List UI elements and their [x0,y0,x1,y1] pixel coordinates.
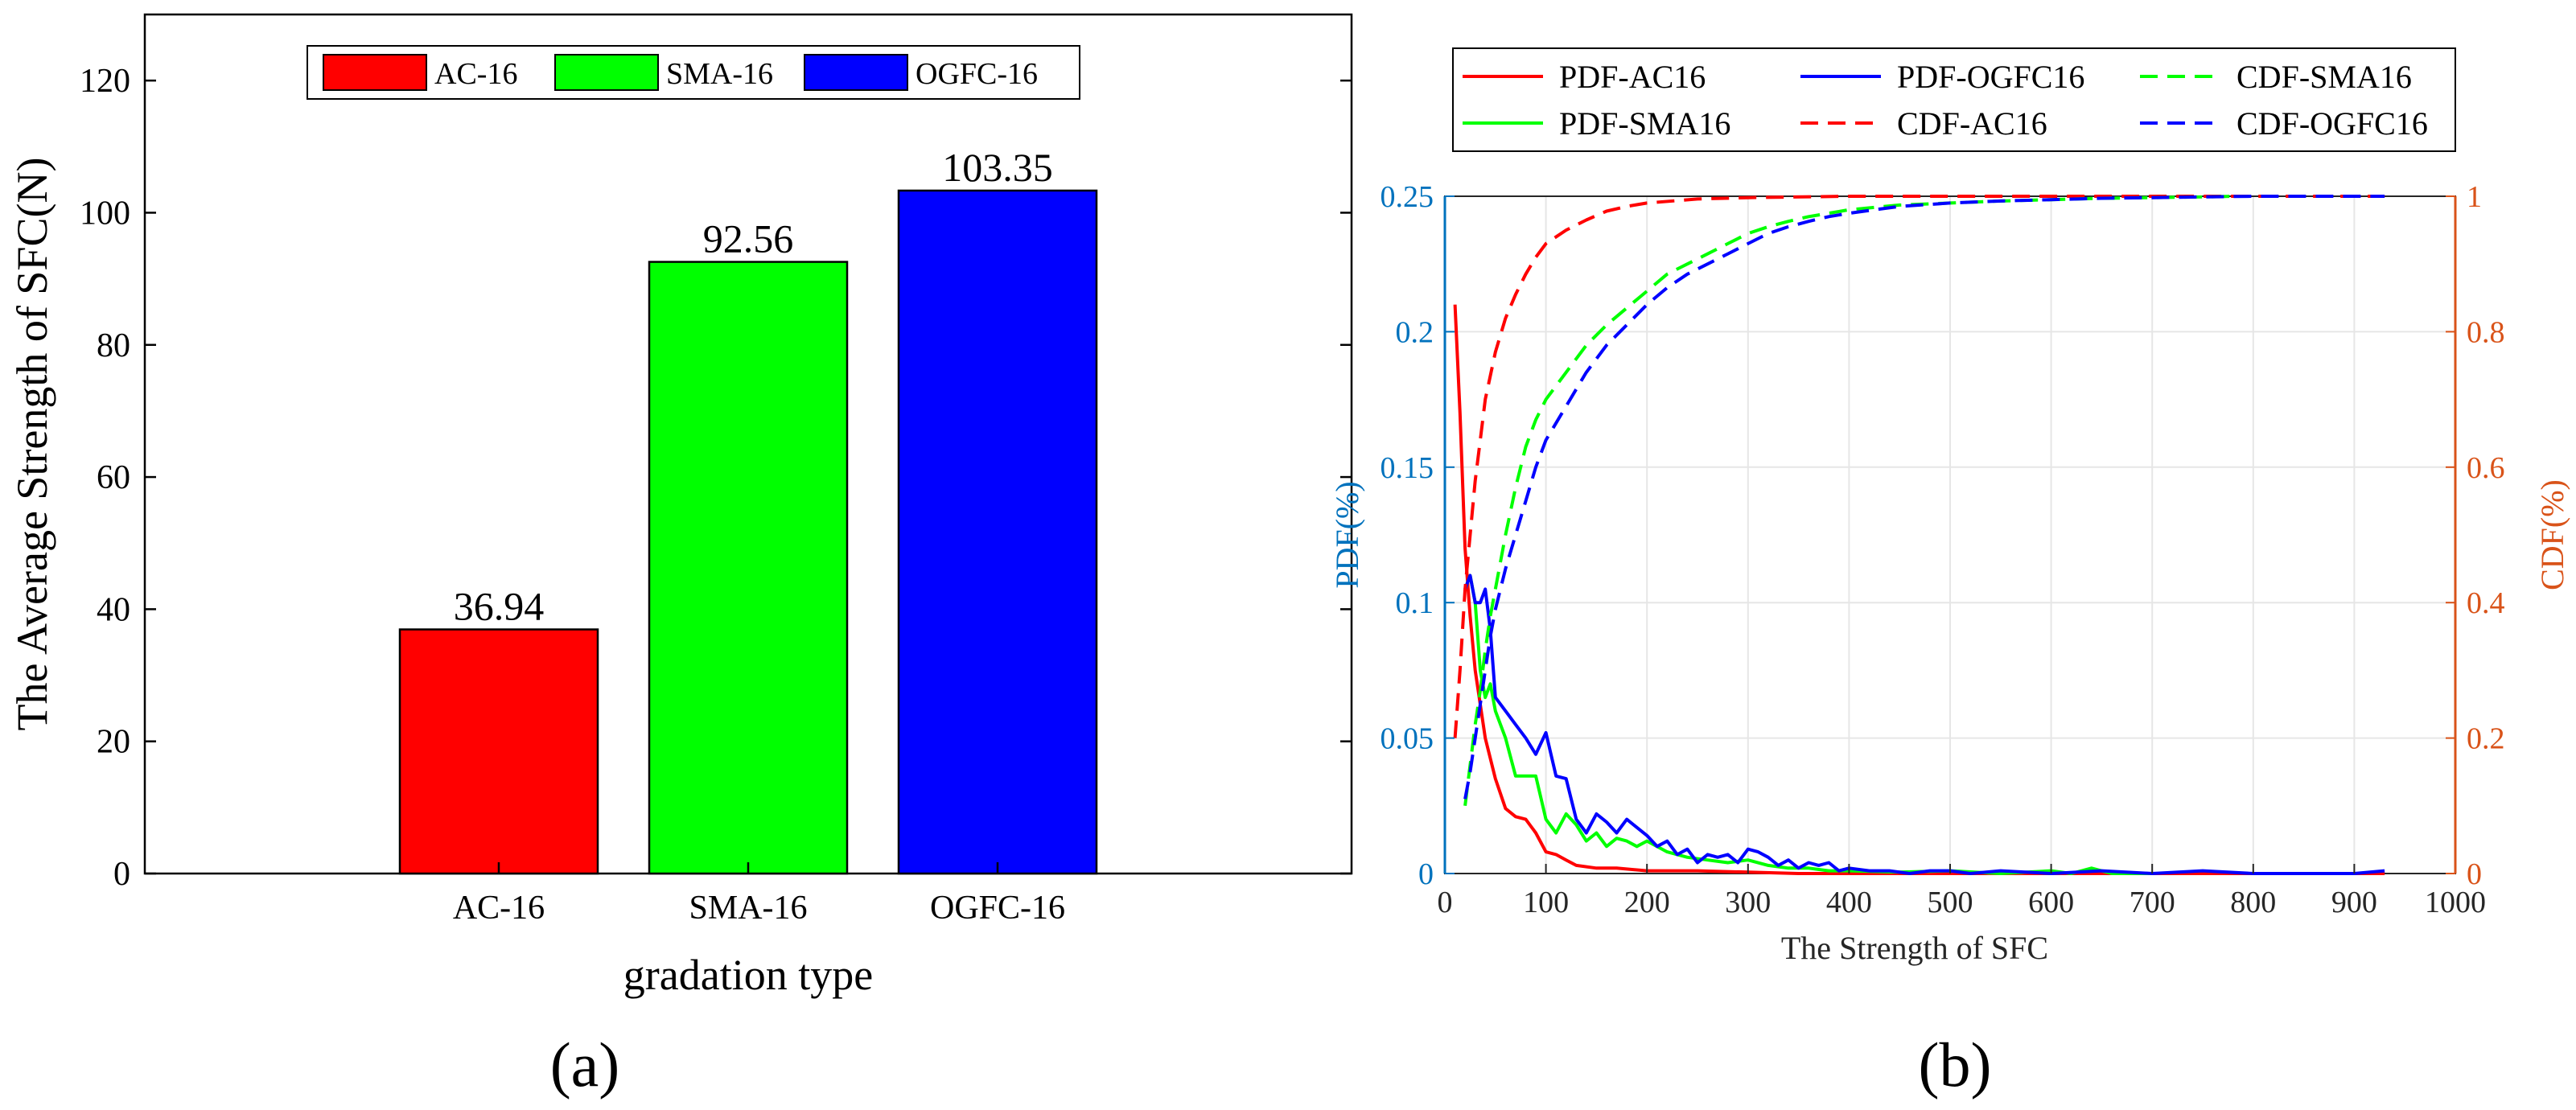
bar-y-tick-label: 80 [97,327,130,364]
legend-label-pdf-ogfc16: PDF-OGFC16 [1897,59,2084,95]
bar-chart-a: 0 20 40 60 80 100 120 36.94 92.56 103.35 AC-16 SM… [8,13,1353,1100]
legend-label-cdf-sma16: CDF-SMA16 [2237,59,2412,95]
line-series [1453,195,2385,875]
line-x-tick-label: 200 [1624,886,1670,919]
bar-value-label: 36.94 [454,584,545,629]
line-x-tick-label: 400 [1826,886,1872,919]
legend-swatch-sma16 [554,54,659,91]
line-y-axis-right: 0 0.2 0.4 0.6 0.8 1 [2446,180,2505,891]
bar-value-label: 92.56 [703,216,794,261]
panel-label-b: (b) [1919,1030,1992,1100]
line-legend-box [1452,47,2456,152]
line-x-tick-label: 300 [1725,886,1771,919]
line-legend: PDF-AC16 PDF-OGFC16 CDF-SMA16 PDF-SMA16 … [1452,47,2456,152]
bar-x-axis: AC-16 SMA-16 OGFC-16 [453,862,1065,927]
legend-label-pdf-ac16: PDF-AC16 [1559,59,1706,95]
legend-label-cdf-ogfc16: CDF-OGFC16 [2237,105,2428,142]
line-x-tick-label: 900 [2331,886,2377,919]
line-y-right-tick-label: 1 [2467,180,2482,214]
legend-label-cdf-ac16: CDF-AC16 [1897,105,2047,142]
bar-y-tick-label: 20 [97,724,130,761]
line-x-tick-label: 500 [1928,886,1973,919]
line-x-axis-label: The Strength of SFC [1781,930,2048,966]
legend-label-pdf-sma16: PDF-SMA16 [1559,105,1730,142]
line-y-right-tick-label: 0.6 [2467,451,2505,485]
line-y-left-tick-label: 0.05 [1381,722,1434,756]
bar-y-tick-label: 100 [80,195,130,232]
bar-x-tick-label: OGFC-16 [930,890,1065,927]
bar-series: 36.94 92.56 103.35 [398,145,1098,875]
bar-y-axis: 0 20 40 60 80 100 120 [80,63,1352,893]
line-x-tick-label: 700 [2130,886,2175,919]
line-y-right-tick-label: 0.8 [2467,315,2505,349]
bar-x-axis-label: gradation type [623,951,873,999]
bar-ac-16 [398,628,599,875]
line-y-axis-left-label: PDF(%) [1329,481,1365,588]
bar-y-tick-label: 60 [97,459,130,496]
line-x-tick-label: 600 [2028,886,2074,919]
legend-label-ac16: AC-16 [434,57,517,91]
line-y-right-tick-label: 0.2 [2467,722,2505,756]
bar-legend-box [307,45,1080,100]
bar-y-tick-label: 120 [80,63,130,100]
legend-swatch-ac16 [323,54,427,91]
bar-ogfc-16 [897,189,1098,875]
line-y-left-tick-label: 0 [1418,857,1434,891]
bar-y-tick-label: 40 [97,591,130,628]
line-y-axis-right-label: CDF(%) [2534,479,2570,590]
bar-sma-16 [648,261,849,875]
line-x-tick-label: 800 [2230,886,2276,919]
legend-label-ogfc16: OGFC-16 [916,57,1038,91]
line-x-tick-label: 100 [1523,886,1569,919]
bar-value-label: 103.35 [942,145,1053,190]
line-y-left-tick-label: 0.15 [1381,451,1434,485]
panel-label-a: (a) [550,1030,620,1100]
series-cdf-ac16 [1453,195,2385,738]
bar-y-axis-label: The Average Strength of SFC(N) [8,158,56,731]
series-pdf-ogfc16 [1463,574,2385,875]
series-cdf-ogfc16 [1463,195,2385,800]
bar-legend: AC-16 SMA-16 OGFC-16 [307,45,1080,100]
bar-x-tick-label: AC-16 [453,890,545,927]
bar-y-tick-label: 0 [113,856,130,893]
line-y-right-tick-label: 0.4 [2467,586,2505,620]
line-chart-b: 0 100 200 300 400 500 600 700 800 900 1000 0 0.05 0.… [1329,47,2570,1100]
bar-x-tick-label: SMA-16 [689,890,807,927]
line-y-left-tick-label: 0.25 [1381,180,1434,214]
legend-label-sma16: SMA-16 [666,57,773,91]
line-x-axis: 0 100 200 300 400 500 600 700 800 900 1000 [1438,864,2486,919]
line-y-axis-left: 0 0.05 0.1 0.15 0.2 0.25 [1381,180,1455,891]
line-y-left-tick-label: 0.1 [1396,586,1434,620]
legend-swatch-ogfc16 [804,54,908,91]
line-y-left-tick-label: 0.2 [1396,315,1434,349]
line-x-tick-label: 0 [1438,886,1453,919]
line-x-tick-label: 1000 [2425,886,2486,919]
line-y-right-tick-label: 0 [2467,857,2482,891]
